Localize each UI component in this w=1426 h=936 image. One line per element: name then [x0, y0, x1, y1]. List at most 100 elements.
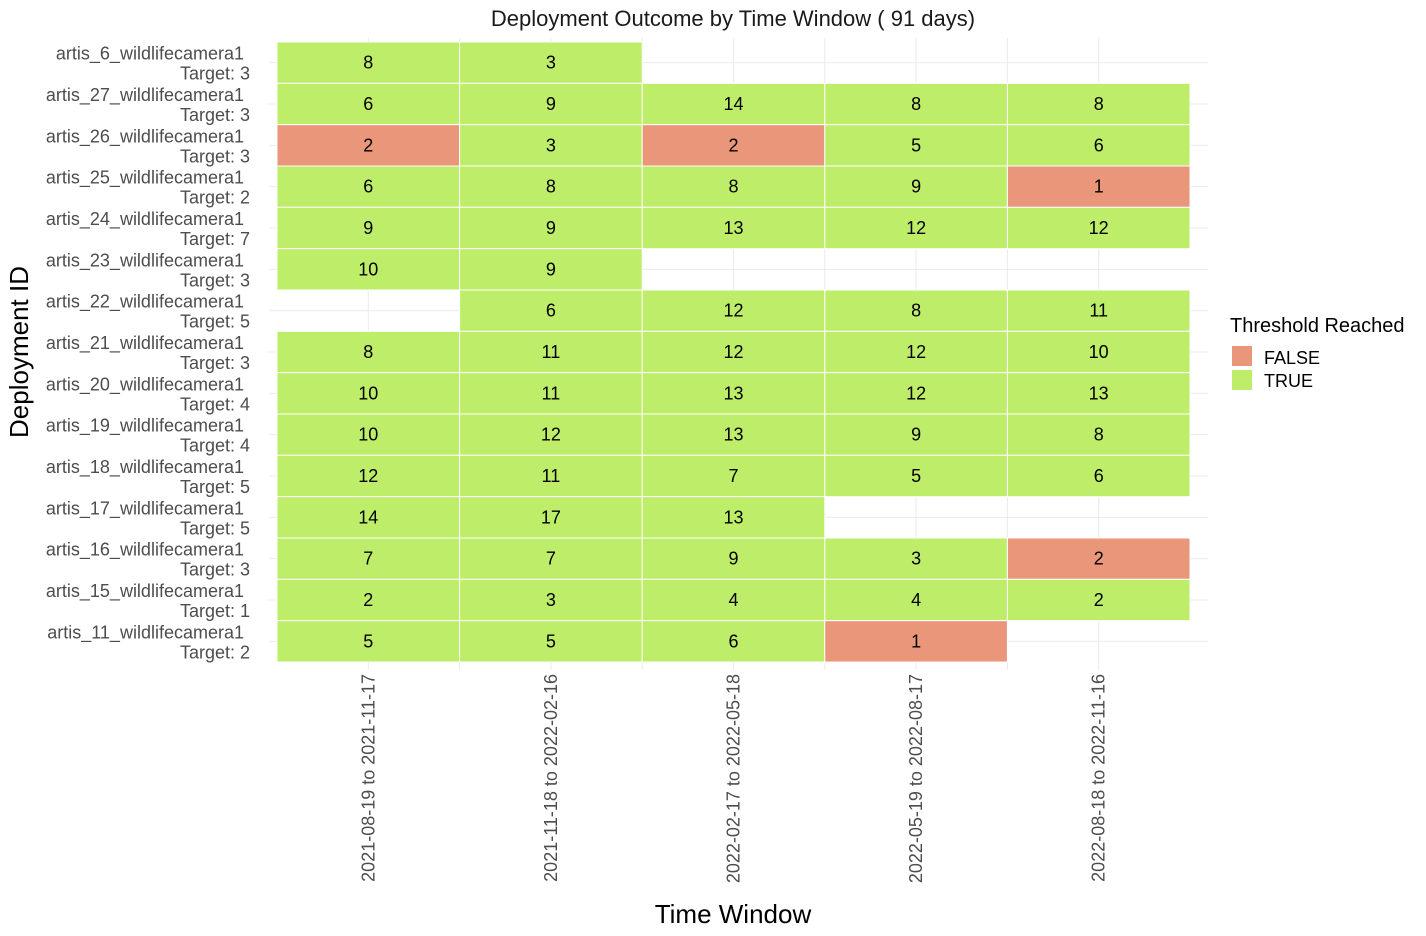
heatmap-cell — [641, 578, 826, 622]
cell-value-label: 12 — [358, 466, 378, 486]
x-tick-label: 2022-02-17 to 2022-05-18 — [724, 674, 744, 883]
cell-value-label: 9 — [546, 94, 556, 114]
cell-value-label: 9 — [546, 259, 556, 279]
x-tick-label: 2022-05-19 to 2022-08-17 — [906, 674, 926, 883]
y-tick-label: artis_26_wildlifecamera1 Target: 3 — [46, 126, 250, 166]
cell-value-label: 12 — [906, 383, 926, 403]
legend-label-false: FALSE — [1264, 348, 1320, 368]
heatmap-cell — [641, 372, 826, 415]
heatmap-cell — [824, 124, 1008, 167]
heatmap-cell — [459, 206, 643, 250]
heatmap-cell — [1006, 206, 1191, 250]
cell-value-label: 7 — [546, 549, 556, 569]
heatmap-cell — [276, 372, 461, 415]
cell-value-label: 2 — [363, 590, 373, 610]
y-tick-label: artis_17_wildlifecamera1 Target: 5 — [46, 498, 250, 538]
heatmap-cell — [276, 620, 461, 663]
heatmap-cell — [459, 82, 643, 126]
heatmap-cell — [459, 248, 643, 291]
heatmap-cell — [1006, 82, 1191, 126]
cell-value-label: 5 — [911, 466, 921, 486]
cell-value-label: 8 — [546, 177, 556, 197]
heatmap-cell — [276, 82, 461, 126]
cell-value-label: 8 — [911, 94, 921, 114]
y-tick-label: artis_18_wildlifecamera1 Target: 5 — [46, 457, 250, 497]
cell-value-label: 5 — [363, 631, 373, 651]
cell-value-label: 6 — [363, 94, 373, 114]
cell-value-label: 8 — [728, 177, 738, 197]
cell-value-label: 4 — [911, 590, 921, 610]
heatmap-cell — [459, 413, 643, 456]
heatmap-cell — [459, 454, 643, 498]
heatmap-cell — [459, 41, 643, 84]
cell-value-label: 10 — [358, 383, 378, 403]
cell-value-label: 9 — [911, 177, 921, 197]
cell-value-label: 2 — [728, 135, 738, 155]
heatmap-cell — [276, 124, 461, 167]
y-tick-label: artis_27_wildlifecamera1 Target: 3 — [46, 85, 250, 125]
cell-value-label: 13 — [723, 383, 743, 403]
heatmap-cell — [1006, 372, 1191, 415]
y-tick-label: artis_16_wildlifecamera1 Target: 3 — [46, 540, 250, 580]
cell-value-label: 6 — [1094, 135, 1104, 155]
cell-value-label: 7 — [728, 466, 738, 486]
x-axis-tick-labels: 2021-08-19 to 2021-11-17 2021-11-18 to 20… — [358, 674, 1108, 883]
cell-value-label: 9 — [728, 549, 738, 569]
y-tick-label: artis_6_wildlifecamera1 Target: 3 — [56, 44, 250, 84]
heatmap-cell — [824, 620, 1008, 663]
heatmap-cell — [824, 578, 1008, 622]
cell-value-label: 12 — [541, 425, 561, 445]
heatmap-cell — [276, 165, 461, 208]
cell-value-label: 2 — [1094, 549, 1104, 569]
cell-value-label: 3 — [546, 53, 556, 73]
cell-value-label: 6 — [546, 301, 556, 321]
cell-value-label: 10 — [358, 425, 378, 445]
heatmap-cell — [641, 537, 826, 580]
x-tick-label: 2021-11-18 to 2022-02-16 — [541, 674, 561, 882]
x-tick-label: 2022-08-18 to 2022-11-16 — [1089, 674, 1109, 882]
cell-value-label: 12 — [723, 342, 743, 362]
legend-title: Threshold Reached — [1230, 315, 1405, 337]
cell-value-label: 8 — [1094, 94, 1104, 114]
heatmap-cell — [1006, 413, 1191, 456]
cell-value-label: 10 — [358, 259, 378, 279]
y-tick-label: artis_24_wildlifecamera1 Target: 7 — [46, 209, 250, 249]
heatmap-cell — [824, 82, 1008, 126]
y-tick-label: artis_22_wildlifecamera1 Target: 5 — [46, 292, 250, 332]
cell-value-label: 2 — [363, 135, 373, 155]
x-tick-label: 2021-08-19 to 2021-11-17 — [358, 674, 378, 882]
heatmap-cell — [459, 165, 643, 208]
cell-value-label: 12 — [906, 218, 926, 238]
y-axis-tick-labels: artis_6_wildlifecamera1 Target: 3artis_27… — [46, 44, 250, 663]
cell-value-label: 17 — [541, 507, 561, 527]
legend: Threshold Reached FALSE TRUE — [1230, 315, 1405, 391]
heatmap-cell — [1006, 578, 1191, 622]
chart-title: Deployment Outcome by Time Window ( 91 d… — [491, 6, 975, 31]
cell-value-label: 5 — [546, 631, 556, 651]
heatmap-cell — [459, 537, 643, 580]
cell-value-label: 3 — [546, 135, 556, 155]
y-tick-label: artis_23_wildlifecamera1 Target: 3 — [46, 250, 250, 290]
cell-value-label: 4 — [728, 590, 738, 610]
heatmap-cell — [276, 537, 461, 580]
y-tick-label: artis_20_wildlifecamera1 Target: 4 — [46, 374, 250, 414]
cell-value-label: 12 — [723, 301, 743, 321]
cell-value-label: 6 — [728, 631, 738, 651]
heatmap-cell — [641, 454, 826, 498]
cell-value-label: 13 — [723, 425, 743, 445]
heatmap-cell — [641, 124, 826, 167]
heatmap-cell — [276, 41, 461, 84]
cell-value-label: 2 — [1094, 590, 1104, 610]
y-tick-label: artis_11_wildlifecamera1 Target: 2 — [47, 622, 250, 662]
cell-value-label: 1 — [911, 631, 921, 651]
heatmap-cell — [1006, 289, 1191, 332]
legend-label-true: TRUE — [1264, 371, 1313, 391]
cell-value-label: 8 — [911, 301, 921, 321]
heatmap-cell — [276, 454, 461, 498]
cell-value-label: 11 — [542, 466, 561, 486]
x-axis-title: Time Window — [655, 899, 812, 929]
heatmap-cell — [1006, 454, 1191, 498]
heatmap-cell — [459, 330, 643, 374]
heatmap-cell — [641, 496, 826, 539]
y-tick-label: artis_19_wildlifecamera1 Target: 4 — [46, 416, 250, 456]
